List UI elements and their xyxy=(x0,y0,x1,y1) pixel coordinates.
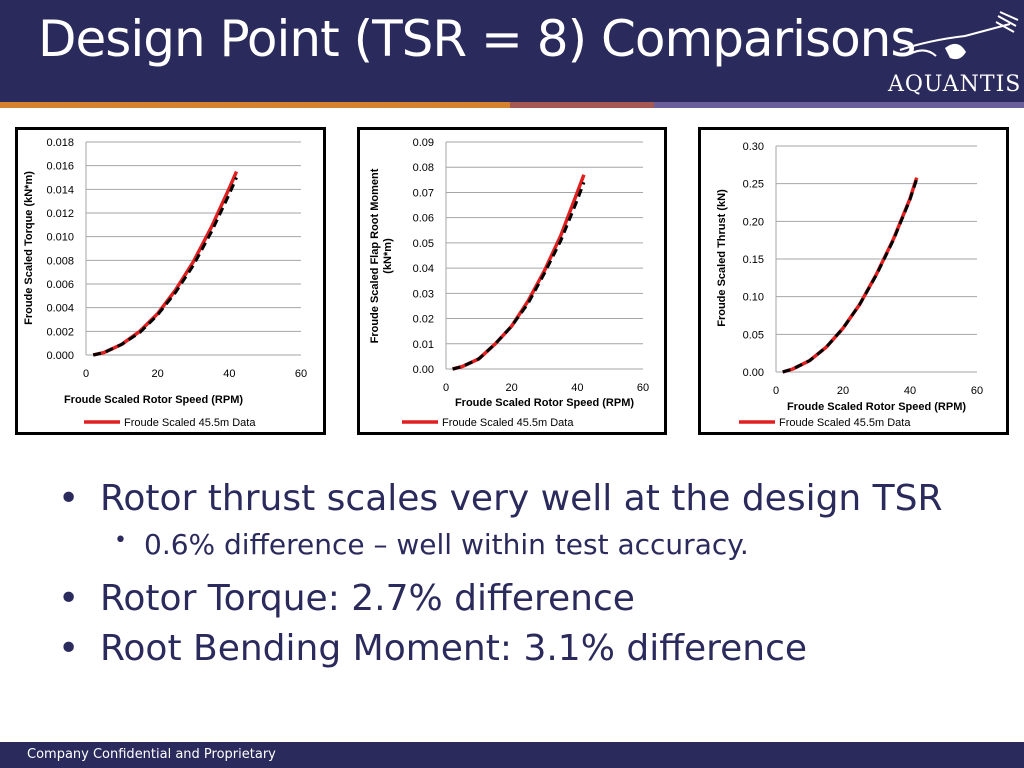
y-tick-label: 0.014 xyxy=(46,184,74,196)
y-tick-label: 0.000 xyxy=(46,350,74,362)
y-tick-label: 0.004 xyxy=(46,303,74,315)
series-line-data xyxy=(92,170,239,357)
x-tick-label: 40 xyxy=(223,368,235,380)
y-tick-label: 0.06 xyxy=(413,213,434,225)
bullet-dot-icon: • xyxy=(58,578,80,619)
bullet-dot-icon: • xyxy=(58,628,80,669)
series-line-data xyxy=(782,177,919,374)
legend-label: Froude Scaled 45.5m Data xyxy=(442,417,574,429)
legend-label: Froude Scaled 45.5m Data xyxy=(124,417,256,429)
y-tick-label: 0.008 xyxy=(46,255,74,267)
bullet-dot-icon: • xyxy=(58,478,80,519)
y-tick-label: 0.05 xyxy=(743,329,764,341)
y-tick-label: 0.04 xyxy=(413,263,434,275)
y-tick-label: 0.012 xyxy=(46,208,74,220)
torque-chart: 0.000 0.002 0.004 0.006 0.008 0.010 0.012 0.014… xyxy=(15,127,326,435)
y-tick-label: 0.006 xyxy=(46,279,74,291)
y-tick-label: 0.30 xyxy=(743,141,764,153)
x-tick-label: 0 xyxy=(443,382,449,394)
stripe-red xyxy=(510,102,654,108)
flap-moment-chart: 0.00 0.01 0.02 0.03 0.04 0.05 0.06 0.07 0.08 0.09… xyxy=(357,127,667,435)
x-tick-label: 60 xyxy=(971,385,983,397)
flap-moment-chart-svg: 0.00 0.01 0.02 0.03 0.04 0.05 0.06 0.07 0.08 0.09… xyxy=(369,137,649,429)
y-axis-title-line: (kN*m) xyxy=(382,238,394,274)
thrust-chart-svg: 0.00 0.05 0.10 0.15 0.20 0.25 0.30 0 20 40 60 Froud… xyxy=(716,141,983,429)
y-tick-label: 0.02 xyxy=(413,314,434,326)
y-tick-label: 0.20 xyxy=(743,216,764,228)
sub-bullet-item: • 0.6% difference – well within test accu… xyxy=(58,528,1018,578)
bullet-item: • Rotor Torque: 2.7% difference xyxy=(58,578,1018,628)
slide-header: Design Point (TSR = 8) Comparisons AQUAN… xyxy=(0,0,1024,102)
bullet-text: 0.6% difference – well within test accur… xyxy=(144,528,749,561)
slide-title: Design Point (TSR = 8) Comparisons xyxy=(38,10,916,68)
trident-logo-icon xyxy=(899,11,1019,60)
y-tick-label: 0.05 xyxy=(413,238,434,250)
x-tick-label: 20 xyxy=(152,368,164,380)
y-tick-label: 0.01 xyxy=(413,339,434,351)
bullet-text: Rotor Torque: 2.7% difference xyxy=(100,578,635,619)
y-axis-title-line: Froude Scaled Flap Root Moment xyxy=(369,168,381,343)
y-axis-title: Froude Scaled Thrust (kN) xyxy=(716,189,728,327)
bullet-text: Rotor thrust scales very well at the des… xyxy=(100,478,943,519)
y-tick-label: 0.00 xyxy=(413,364,434,376)
y-tick-label: 0.002 xyxy=(46,326,74,338)
logo-text: AQUANTIS xyxy=(888,72,1022,97)
y-tick-label: 0.09 xyxy=(413,137,434,149)
x-axis-title: Froude Scaled Rotor Speed (RPM) xyxy=(64,394,243,406)
x-tick-label: 20 xyxy=(837,385,849,397)
bullet-item: • Root Bending Moment: 3.1% difference xyxy=(58,628,1018,678)
x-tick-label: 60 xyxy=(637,382,649,394)
thrust-chart: 0.00 0.05 0.10 0.15 0.20 0.25 0.30 0 20 40 60 Froud… xyxy=(698,127,1009,435)
bullet-item: • Rotor thrust scales very well at the de… xyxy=(58,478,1018,528)
x-tick-label: 0 xyxy=(83,368,89,380)
y-tick-label: 0.07 xyxy=(413,187,434,199)
bullet-text: Root Bending Moment: 3.1% difference xyxy=(100,628,808,669)
series-line-dashed xyxy=(92,176,238,357)
y-tick-label: 0.010 xyxy=(46,232,74,244)
y-tick-label: 0.016 xyxy=(46,161,74,173)
x-axis-title: Froude Scaled Rotor Speed (RPM) xyxy=(787,401,966,413)
y-axis-title: Froude Scaled Torque (kN*m) xyxy=(23,171,35,325)
y-tick-label: 0.018 xyxy=(46,137,74,149)
legend-label: Froude Scaled 45.5m Data xyxy=(779,417,911,429)
x-tick-label: 40 xyxy=(904,385,916,397)
y-tick-label: 0.08 xyxy=(413,162,434,174)
torque-chart-svg: 0.000 0.002 0.004 0.006 0.008 0.010 0.012 0.014… xyxy=(23,137,307,429)
x-tick-label: 60 xyxy=(295,368,307,380)
stripe-orange xyxy=(0,102,510,108)
bullet-list: • Rotor thrust scales very well at the de… xyxy=(58,478,1018,678)
y-tick-label: 0.00 xyxy=(743,367,764,379)
series-line-dashed xyxy=(452,181,586,371)
y-axis-title: Froude Scaled Flap Root Moment(kN*m) xyxy=(369,168,394,343)
series-line-dashed xyxy=(782,178,919,374)
slide-footer: Company Confidential and Proprietary xyxy=(0,742,1024,768)
x-axis-title: Froude Scaled Rotor Speed (RPM) xyxy=(455,397,634,409)
y-tick-label: 0.25 xyxy=(743,179,764,191)
x-tick-label: 0 xyxy=(773,385,779,397)
x-tick-label: 20 xyxy=(506,382,518,394)
bullet-dot-icon: • xyxy=(114,528,127,553)
x-tick-label: 40 xyxy=(571,382,583,394)
series-line-data xyxy=(452,174,586,371)
y-tick-label: 0.15 xyxy=(743,254,764,266)
footer-text: Company Confidential and Proprietary xyxy=(27,747,276,762)
y-tick-label: 0.10 xyxy=(743,292,764,304)
stripe-purple xyxy=(654,102,1024,108)
y-tick-label: 0.03 xyxy=(413,288,434,300)
